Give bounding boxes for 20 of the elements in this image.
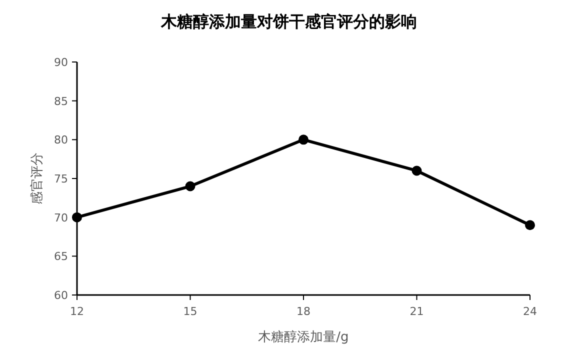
x-tick-label: 18 <box>296 305 310 318</box>
y-tick-label: 75 <box>54 172 68 186</box>
y-tick-label: 85 <box>54 94 68 108</box>
x-tick-label: 24 <box>523 305 537 318</box>
y-tick-label: 70 <box>54 211 68 224</box>
x-tick-label: 15 <box>183 305 198 318</box>
y-tick-label: 60 <box>54 289 68 302</box>
chart-title: 木糖醇添加量对饼干感官评分的影响 <box>160 12 417 31</box>
x-tick-label: 21 <box>410 305 424 318</box>
y-axis-title: 感官评分 <box>29 152 45 204</box>
x-tick-label: 12 <box>70 305 84 318</box>
y-tick-label: 80 <box>54 134 68 147</box>
point <box>525 220 535 230</box>
point <box>298 134 308 145</box>
y-tick-label: 65 <box>54 250 68 264</box>
y-tick-label: 90 <box>54 56 68 69</box>
point <box>185 181 196 192</box>
x-axis-title: 木糖醇添加量/g <box>258 330 349 345</box>
point <box>412 166 422 176</box>
point <box>72 212 82 222</box>
